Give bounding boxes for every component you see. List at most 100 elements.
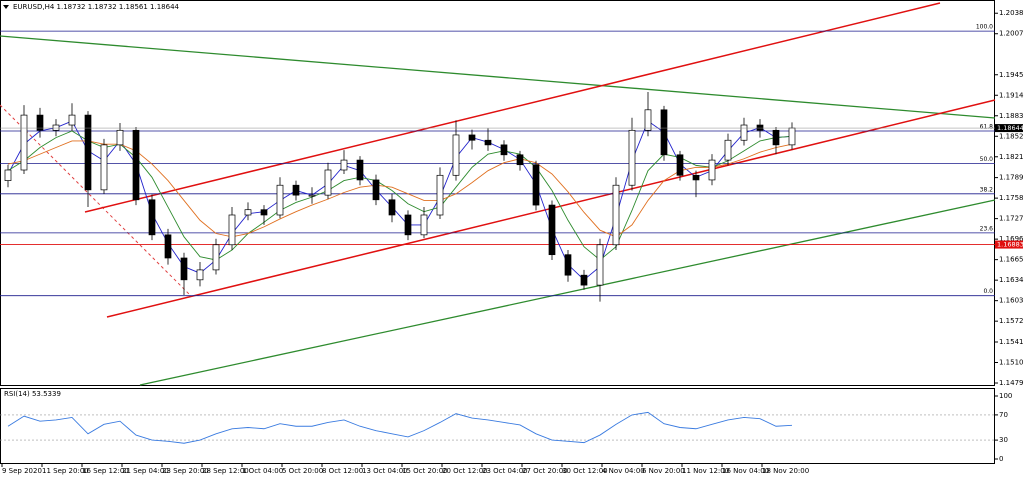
rsi-title: RSI(14) 53.5339 bbox=[4, 390, 61, 398]
fib-label: 61.8 bbox=[980, 123, 994, 130]
candle-body bbox=[324, 169, 332, 196]
green-trendline bbox=[139, 199, 996, 386]
y-tick-label: 1.15100 bbox=[999, 359, 1024, 367]
candle-body bbox=[388, 199, 396, 216]
y-tick-label: 1.18830 bbox=[999, 112, 1024, 120]
candle-body bbox=[756, 124, 764, 131]
candle-body bbox=[612, 184, 620, 246]
y-tick-label: 1.18520 bbox=[999, 132, 1024, 140]
candle-body bbox=[404, 214, 412, 236]
rsi-tick-label: 30 bbox=[999, 436, 1008, 444]
candle-body bbox=[692, 174, 700, 181]
candle-body bbox=[500, 144, 508, 156]
y-tick-label: 1.19140 bbox=[999, 91, 1024, 99]
x-tick-label: 8 Oct 12:00 bbox=[322, 467, 363, 475]
candle-body bbox=[228, 214, 236, 246]
candle-body bbox=[4, 169, 12, 181]
candle-body bbox=[644, 109, 652, 131]
rsi-tick-label: 70 bbox=[999, 411, 1008, 419]
candle-body bbox=[788, 127, 796, 146]
x-tick-label: 13 Oct 04:00 bbox=[362, 467, 408, 475]
x-tick-label: 11 Sep 20:00 bbox=[42, 467, 89, 475]
candle-body bbox=[20, 114, 28, 171]
rsi-tick-label: 100 bbox=[999, 392, 1012, 400]
x-tick-label: 16 Nov 04:00 bbox=[722, 467, 769, 475]
candle-body bbox=[660, 109, 668, 156]
candle-body bbox=[244, 209, 252, 216]
rsi-panel bbox=[0, 388, 995, 464]
x-tick-label: 6 Nov 20:00 bbox=[642, 467, 685, 475]
x-tick-label: 9 Sep 2020 bbox=[2, 467, 42, 475]
candle-body bbox=[100, 144, 108, 191]
x-tick-label: 28 Sep 12:00 bbox=[202, 467, 249, 475]
x-tick-label: 16 Sep 12:00 bbox=[82, 467, 129, 475]
candle-body bbox=[212, 244, 220, 271]
candle-body bbox=[772, 129, 780, 146]
candle-body bbox=[196, 269, 204, 281]
y-tick-label: 1.16035 bbox=[999, 297, 1024, 305]
y-tick-label: 1.17585 bbox=[999, 194, 1024, 202]
x-tick-label: 23 Sep 20:00 bbox=[162, 467, 209, 475]
y-tick-label: 1.16965 bbox=[999, 235, 1024, 243]
candle-body bbox=[532, 164, 540, 206]
x-tick-label: 4 Nov 04:00 bbox=[602, 467, 645, 475]
candle-body bbox=[180, 257, 188, 281]
y-tick-label: 1.14790 bbox=[999, 379, 1024, 387]
y-tick-label: 1.17895 bbox=[999, 174, 1024, 182]
x-tick-label: 5 Oct 20:00 bbox=[282, 467, 323, 475]
candle-body bbox=[148, 199, 156, 236]
candle-body bbox=[740, 124, 748, 141]
candle-body bbox=[436, 174, 444, 216]
candle-body bbox=[548, 204, 556, 256]
fib-label: 100.0 bbox=[976, 24, 993, 31]
y-tick-label: 1.19450 bbox=[999, 71, 1024, 79]
x-tick-label: 15 Oct 20:00 bbox=[402, 467, 448, 475]
x-tick-label: 21 Sep 04:00 bbox=[122, 467, 169, 475]
x-tick-label: 30 Oct 12:00 bbox=[562, 467, 608, 475]
alert-price-label: 1.16883 bbox=[997, 241, 1024, 249]
fib-label: 38.2 bbox=[980, 186, 994, 193]
candle-body bbox=[340, 159, 348, 171]
x-tick-label: 11 Nov 12:00 bbox=[682, 467, 729, 475]
candle-body bbox=[372, 179, 380, 201]
candle-body bbox=[292, 184, 300, 196]
bid-price-label: 1.18644 bbox=[997, 124, 1024, 132]
red-channel-line bbox=[84, 2, 941, 213]
green-trendline bbox=[0, 35, 996, 119]
candle-body bbox=[36, 114, 44, 131]
candle-body bbox=[628, 129, 636, 186]
x-tick-label: 27 Oct 20:00 bbox=[522, 467, 568, 475]
candle-body bbox=[452, 134, 460, 176]
rsi-line bbox=[7, 411, 793, 444]
candle-body bbox=[580, 274, 588, 286]
y-tick-label: 1.16345 bbox=[999, 276, 1024, 284]
price-panel bbox=[0, 0, 995, 386]
candle-body bbox=[596, 244, 604, 286]
y-tick-label: 1.18210 bbox=[999, 153, 1024, 161]
candle-body bbox=[468, 134, 476, 141]
x-tick-label: 23 Oct 04:00 bbox=[482, 467, 528, 475]
x-tick-label: 20 Oct 12:00 bbox=[442, 467, 488, 475]
candle-body bbox=[260, 209, 268, 216]
candle-body bbox=[164, 234, 172, 259]
y-tick-label: 1.15725 bbox=[999, 317, 1024, 325]
fib-label: 0.0 bbox=[983, 288, 993, 295]
x-tick-label: 18 Nov 20:00 bbox=[762, 467, 809, 475]
fib-label: 23.6 bbox=[980, 225, 994, 232]
candle-body bbox=[564, 254, 572, 276]
candle-body bbox=[484, 139, 492, 146]
fib-label: 50.0 bbox=[980, 156, 994, 163]
candle-body bbox=[132, 129, 140, 201]
candle-body bbox=[52, 124, 60, 131]
y-tick-label: 1.17275 bbox=[999, 215, 1024, 223]
candle-body bbox=[420, 214, 428, 236]
x-tick-label: 1 Oct 04:00 bbox=[242, 467, 283, 475]
menu-arrow[interactable] bbox=[3, 5, 9, 9]
candle-body bbox=[708, 159, 716, 181]
candle-body bbox=[724, 139, 732, 161]
bid-price-box bbox=[995, 124, 1023, 133]
candle-body bbox=[116, 129, 124, 146]
alert-price-box bbox=[995, 240, 1023, 249]
y-tick-label: 1.20380 bbox=[999, 9, 1024, 17]
